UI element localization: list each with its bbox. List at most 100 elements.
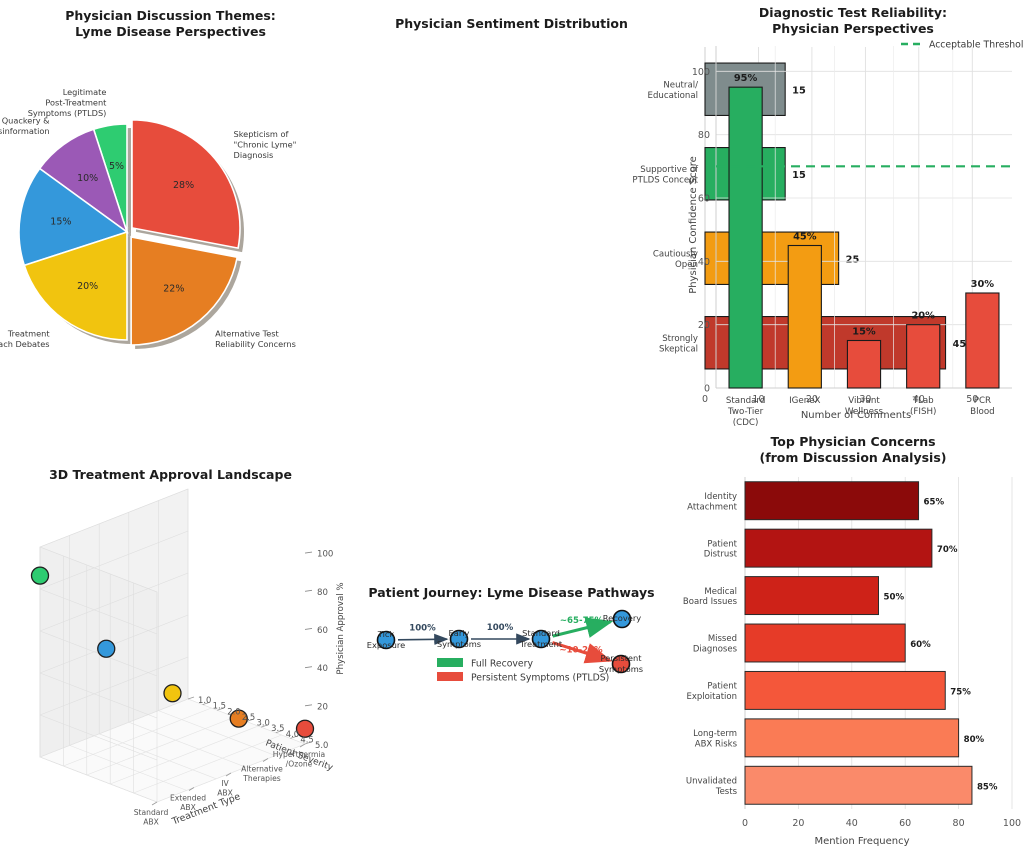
svg-text:Standard: Standard [726, 396, 766, 406]
concerns-value-labels: 85% 80% 75% 60% 50% 70% 65% [884, 498, 998, 793]
svg-text:3.5: 3.5 [271, 723, 284, 733]
pie-percent-group: 5% 10% 15% 20% 22% 28% [50, 161, 194, 295]
svg-text:Persistent: Persistent [600, 653, 642, 663]
journey-edge-labels: 100% 100% ~65-75% ~10-25% [409, 616, 603, 656]
threed-chart-title: 3D Treatment Approval Landscape [49, 467, 292, 482]
threed-tick-labels: 20 40 60 80 100 1.01.52.02.53.03.54.04.55.0 St… [134, 550, 334, 827]
svg-text:Quackery &: Quackery & [2, 115, 50, 125]
svg-text:Diagnoses: Diagnoses [693, 645, 738, 655]
svg-text:Tick: Tick [377, 629, 395, 639]
diagnostic-y-axis-label: Physician Confidence Score [688, 156, 699, 294]
svg-text:Tests: Tests [715, 787, 738, 797]
svg-text:50%: 50% [884, 593, 905, 603]
svg-text:28%: 28% [173, 180, 194, 191]
svg-text:60: 60 [698, 194, 710, 205]
sentiment-x-tick-labels: 0 10 20 30 40 50 [702, 394, 978, 405]
svg-text:Wellness: Wellness [845, 407, 884, 417]
svg-text:Standard: Standard [522, 628, 560, 638]
svg-text:20%: 20% [911, 311, 935, 322]
svg-text:Skepticism of: Skepticism of [234, 129, 290, 139]
svg-text:20: 20 [317, 702, 328, 712]
concerns-bar-group [744, 481, 973, 805]
svg-text:85%: 85% [977, 782, 998, 792]
pie-chart-svg: 5% 10% 15% 20% 22% 28% LegitimatePost-Treatme… [0, 87, 296, 349]
svg-text:60%: 60% [910, 640, 931, 650]
svg-text:Board Issues: Board Issues [683, 597, 738, 607]
svg-text:Early: Early [449, 628, 470, 638]
concerns-chart-title: Top Physician Concerns (from Discussion … [759, 434, 947, 465]
svg-text:Symptoms (PTLDS): Symptoms (PTLDS) [28, 108, 107, 118]
svg-text:2.0: 2.0 [227, 706, 240, 716]
svg-text:Approach Debates: Approach Debates [0, 339, 50, 349]
svg-text:Hyperthermia: Hyperthermia [273, 750, 325, 759]
svg-text:30%: 30% [971, 279, 995, 290]
panel-diagnostic-test-reliability: Diagnostic Test Reliability: Physician P… [682, 0, 1024, 428]
concerns-x-tick-labels: 0 20 40 60 80 100 [742, 818, 1021, 829]
sentiment-value-labels: 45 25 15 15 [792, 85, 966, 350]
svg-text:Alternative Test: Alternative Test [215, 329, 279, 339]
svg-text:15%: 15% [852, 327, 876, 338]
svg-text:IGeneX: IGeneX [789, 396, 820, 406]
svg-text:Educational: Educational [648, 91, 698, 101]
panel-3d-treatment-approval: 3D Treatment Approval Landscape 20 40 60 80… [0, 427, 346, 854]
svg-text:4.0: 4.0 [286, 729, 299, 739]
svg-text:100: 100 [692, 67, 710, 78]
diagnostic-gridlines [715, 46, 1012, 389]
svg-text:45%: 45% [793, 232, 817, 243]
svg-text:60: 60 [317, 626, 328, 636]
svg-text:ABX Risks: ABX Risks [695, 739, 738, 749]
svg-text:Full Recovery: Full Recovery [471, 659, 533, 670]
svg-text:40: 40 [698, 257, 710, 268]
sentiment-x-axis-label: Number of Comments [801, 410, 911, 421]
svg-text:0: 0 [702, 394, 708, 405]
svg-text:1.0: 1.0 [198, 695, 211, 705]
svg-text:20: 20 [792, 818, 804, 829]
svg-text:50: 50 [966, 394, 978, 405]
svg-text:60: 60 [899, 818, 911, 829]
svg-text:3.0: 3.0 [257, 718, 270, 728]
svg-text:30: 30 [859, 394, 871, 405]
svg-text:25: 25 [846, 254, 860, 265]
svg-text:Treatment: Treatment [7, 329, 50, 339]
panel-physician-sentiment: Physician Sentiment Distribution 45 25 15 1… [341, 0, 978, 427]
pie-chart-title: Physician Discussion Themes: Lyme Diseas… [65, 8, 276, 39]
svg-text:Physician Approval %: Physician Approval % [336, 582, 346, 674]
threed-gridlines [39, 488, 306, 803]
svg-text:10%: 10% [77, 173, 98, 184]
svg-text:Cautiously: Cautiously [653, 249, 698, 259]
diagnostic-chart-title: Diagnostic Test Reliability: Physician P… [758, 5, 948, 36]
svg-text:20: 20 [806, 394, 818, 405]
svg-text:Neutral/: Neutral/ [663, 80, 698, 90]
svg-text:Skeptical: Skeptical [659, 344, 698, 354]
threed-chart-svg: 20 40 60 80 100 1.01.52.02.53.03.54.04.55.0 St… [30, 488, 346, 828]
svg-text:Treatment: Treatment [519, 639, 563, 649]
svg-text:PCR: PCR [974, 396, 991, 406]
svg-text:Blood: Blood [970, 407, 995, 417]
sentiment-chart-title: Physician Sentiment Distribution [395, 16, 628, 31]
svg-text:Exposure: Exposure [367, 640, 405, 650]
svg-text:Long-term: Long-term [693, 729, 737, 739]
svg-text:Unvalidated: Unvalidated [686, 776, 737, 786]
svg-text:/Ozone: /Ozone [286, 759, 313, 768]
svg-text:Distrust: Distrust [704, 550, 738, 560]
svg-text:100%: 100% [487, 623, 514, 633]
pie-slice-group [18, 119, 244, 349]
svg-text:40: 40 [317, 664, 328, 674]
panel-top-physician-concerns: Top Physician Concerns (from Discussion … [682, 427, 1024, 854]
journey-diagram-title: Patient Journey: Lyme Disease Pathways [368, 585, 655, 600]
svg-text:Vibrant: Vibrant [848, 396, 880, 406]
svg-text:70%: 70% [937, 545, 958, 555]
svg-text:5.0: 5.0 [315, 740, 328, 750]
svg-text:ABX: ABX [217, 788, 233, 797]
panel-physician-discussion-themes: Physician Discussion Themes: Lyme Diseas… [0, 0, 341, 427]
svg-text:Reliability Concerns: Reliability Concerns [215, 339, 296, 349]
diagnostic-bar-group [728, 86, 1000, 389]
svg-text:"Chronic Lyme": "Chronic Lyme" [234, 139, 297, 149]
svg-text:TLab: TLab [912, 396, 934, 406]
diagnostic-legend: Acceptable Threshold [901, 40, 1024, 51]
svg-text:2.5: 2.5 [242, 712, 255, 722]
svg-text:ABX: ABX [180, 803, 196, 812]
